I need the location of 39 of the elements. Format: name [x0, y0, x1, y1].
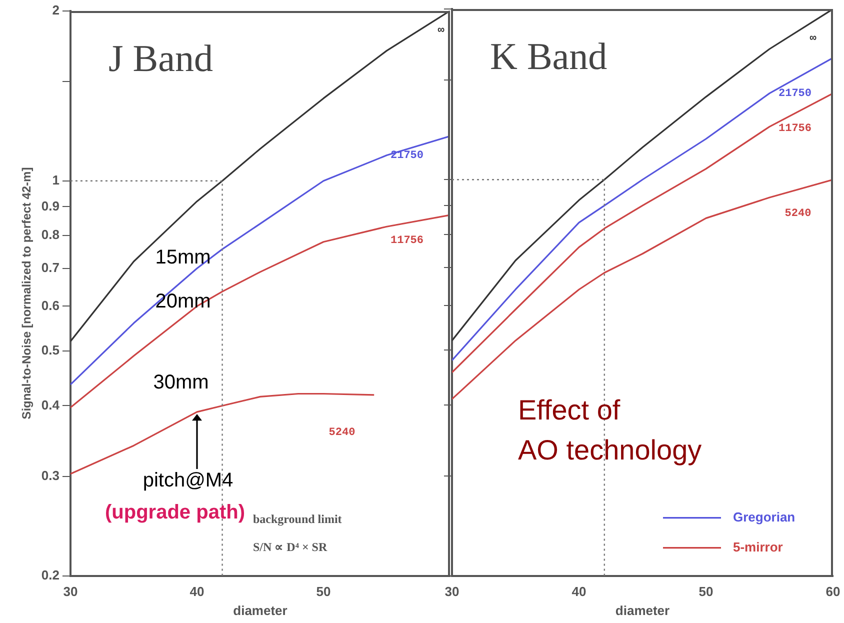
annotation: 5240: [328, 426, 356, 439]
annotation: ∞: [438, 24, 445, 37]
legend-label: 5-mirror: [733, 539, 783, 554]
x-tick-label: 40: [190, 584, 204, 600]
x-axis-title: diameter: [615, 602, 670, 618]
x-tick-label: 50: [698, 584, 714, 600]
y-tick-label: 0.7: [41, 260, 60, 275]
y-tick-label: 2: [52, 2, 60, 18]
y-tick-label: 0.3: [41, 468, 60, 483]
annotation: 21750: [390, 150, 424, 162]
x-tick-label: 50: [316, 584, 331, 600]
x-tick-label: 40: [572, 584, 586, 600]
legend-label: Gregorian: [733, 509, 796, 524]
y-tick-label: 0.8: [41, 227, 60, 242]
x-axis-title: diameter: [233, 602, 288, 618]
y-axis-title: Signal-to-Noise [normalized to perfect 42-m]: [20, 167, 34, 420]
annotation: (upgrade path): [105, 502, 245, 524]
y-tick-label: 0.6: [41, 298, 60, 313]
text: K Band: [490, 36, 608, 78]
annotation: Effect of AO technology: [518, 394, 702, 466]
y-tick-label: 0.2: [41, 567, 60, 582]
y-tick-label: 0.9: [41, 198, 60, 214]
annotation: 11756: [390, 234, 424, 247]
y-tick-label: 0.5: [41, 342, 60, 358]
y-tick-label: 0.4: [41, 397, 60, 412]
annotation: background limit: [253, 512, 342, 526]
annotation: 5240: [784, 208, 812, 220]
annotation: 21750: [778, 88, 812, 100]
text: J Band: [108, 38, 213, 80]
annotation: 30mm: [153, 372, 209, 394]
x-tick-label: 60: [826, 584, 840, 600]
annotation: pitch@M4: [142, 470, 234, 492]
annotation: S/N ∝ D⁴ × SR: [253, 540, 328, 554]
annotation: 11756: [778, 122, 812, 135]
x-tick-label: 30: [444, 584, 460, 600]
annotation: ∞: [810, 32, 817, 45]
x-tick-label: 30: [63, 584, 78, 600]
y-tick-label: 1: [52, 172, 60, 188]
annotation: 15mm: [155, 246, 211, 269]
